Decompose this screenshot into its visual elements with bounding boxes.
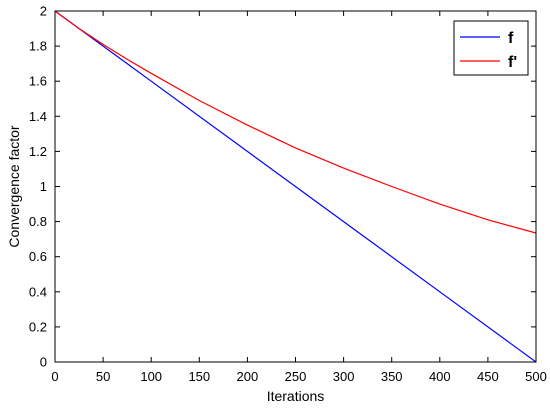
x-tick-label: 450 — [477, 369, 499, 384]
y-tick-label: 1.6 — [29, 74, 47, 89]
x-tick-label: 350 — [381, 369, 403, 384]
plot-marks — [54, 10, 537, 363]
x-tick-label: 250 — [285, 369, 307, 384]
legend-label: f — [508, 30, 514, 47]
y-tick-label: 1.8 — [29, 39, 47, 54]
y-tick-label: 1 — [40, 179, 47, 194]
legend: f f' — [453, 20, 529, 76]
y-tick-label: 2 — [40, 4, 47, 19]
x-axis-label: Iterations — [267, 388, 325, 404]
y-axis-ticks: 0 0.2 0.4 0.6 0.8 1 1.2 1.4 1.6 1.8 2 — [29, 4, 536, 370]
legend-box — [453, 20, 529, 76]
y-tick-label: 1.4 — [29, 109, 47, 124]
x-tick-label: 0 — [51, 369, 58, 384]
x-tick-label: 200 — [237, 369, 259, 384]
y-axis-label: Convergence factor — [6, 125, 22, 248]
y-tick-label: 0.6 — [29, 249, 47, 264]
series-line-2 — [54, 10, 537, 234]
x-tick-label: 300 — [333, 369, 355, 384]
y-tick-label: 0.2 — [29, 319, 47, 334]
x-axis-ticks: 0 50 100 150 200 250 300 350 400 450 500 — [51, 11, 547, 384]
x-tick-label: 500 — [525, 369, 547, 384]
x-tick-label: 50 — [96, 369, 110, 384]
series-line-1 — [54, 10, 537, 363]
y-tick-label: 0.4 — [29, 284, 47, 299]
x-tick-label: 150 — [188, 369, 210, 384]
y-tick-label: 0.8 — [29, 214, 47, 229]
x-tick-label: 100 — [140, 369, 162, 384]
legend-label: f' — [508, 54, 517, 71]
y-tick-label: 0 — [40, 355, 47, 370]
x-tick-label: 400 — [429, 369, 451, 384]
y-tick-label: 1.2 — [29, 144, 47, 159]
